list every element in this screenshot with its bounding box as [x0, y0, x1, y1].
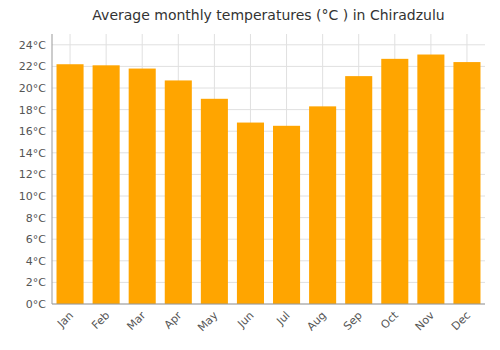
- y-tick-label: 12°C: [19, 168, 46, 181]
- y-tick-label: 0°C: [26, 298, 46, 311]
- bar: [57, 64, 84, 304]
- bar: [309, 106, 336, 304]
- title: Average monthly temperatures (°C ) in Ch…: [92, 7, 444, 23]
- bar: [273, 126, 300, 304]
- x-tick-label: Mar: [124, 309, 148, 333]
- x-tick-label: Apr: [162, 309, 185, 332]
- grid: [52, 34, 485, 304]
- y-tick-label: 14°C: [19, 147, 46, 160]
- y-axis-line: [52, 34, 53, 304]
- y-tick-label: 6°C: [26, 233, 46, 246]
- y-tick-label: 18°C: [19, 104, 46, 117]
- axes: 0°C 2°C 4°C 6°C 8°C 10°C 12°C 14°C 16°C 18°C 20°C 2…: [19, 39, 473, 334]
- chart-container: 0°C 2°C 4°C 6°C 8°C 10°C 12°C 14°C 16°C 18°C 20°C 2…: [0, 0, 500, 350]
- y-tick-label: 24°C: [19, 39, 46, 52]
- x-axis-line: [52, 304, 485, 305]
- bar: [201, 99, 228, 304]
- x-tick-label: May: [195, 309, 221, 335]
- x-tick-label: Dec: [449, 309, 473, 333]
- bar: [237, 123, 264, 304]
- y-tick-label: 22°C: [19, 60, 46, 73]
- y-tick-label: 4°C: [26, 255, 46, 268]
- bar: [417, 55, 444, 304]
- bar: [93, 65, 120, 304]
- x-tick-label: Jan: [54, 309, 76, 331]
- x-tick-label: Sep: [341, 309, 365, 333]
- bars: [57, 55, 481, 304]
- bar: [165, 80, 192, 304]
- x-tick-label: Jun: [235, 309, 257, 331]
- y-grid-line: [52, 44, 485, 45]
- bar: [381, 59, 408, 304]
- bar: [129, 69, 156, 304]
- x-tick-label: Jul: [273, 309, 292, 328]
- bar: [453, 62, 480, 304]
- y-tick-label: 16°C: [19, 125, 46, 138]
- y-tick-label: 8°C: [26, 212, 46, 225]
- x-tick-label: Oct: [378, 308, 401, 331]
- x-tick-label: Nov: [413, 309, 438, 334]
- chart: 0°C 2°C 4°C 6°C 8°C 10°C 12°C 14°C 16°C 18°C 20°C 2…: [0, 0, 500, 350]
- x-tick-label: Aug: [304, 309, 328, 333]
- y-tick-label: 10°C: [19, 190, 46, 203]
- bar: [345, 76, 372, 304]
- y-tick-label: 2°C: [26, 276, 46, 289]
- x-tick-label: Feb: [89, 309, 112, 332]
- y-tick-label: 20°C: [19, 82, 46, 95]
- y-grid-line: [52, 304, 485, 305]
